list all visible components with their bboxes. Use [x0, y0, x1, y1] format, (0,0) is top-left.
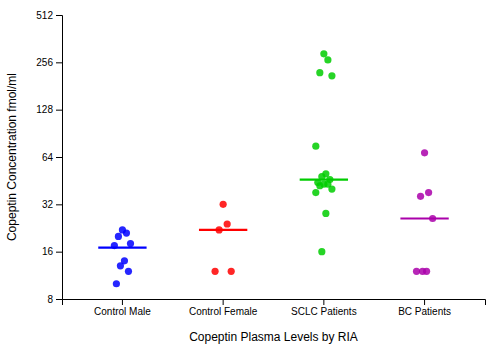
point	[117, 262, 124, 269]
point	[224, 220, 231, 227]
y-tick: 512	[36, 10, 62, 21]
x-tick: Control Female	[189, 299, 258, 317]
x-tick: Control Male	[94, 299, 151, 317]
y-tick-mark	[56, 252, 62, 253]
y-tick: 16	[42, 246, 62, 257]
marks	[98, 50, 448, 287]
x-tick-mark	[424, 299, 425, 305]
y-tick: 32	[42, 199, 62, 210]
point	[316, 182, 323, 189]
point	[421, 149, 428, 156]
y-tick-label: 64	[42, 152, 54, 163]
point	[318, 248, 325, 255]
mean-bar	[400, 217, 448, 219]
mean-bar	[300, 178, 348, 180]
point	[316, 69, 323, 76]
y-tick: 64	[42, 152, 62, 163]
y-tick: 256	[36, 57, 62, 68]
chart: Control Male Control Female SCLC Patients B…	[0, 0, 500, 351]
group	[199, 201, 247, 275]
x-axis: Control Male Control Female SCLC Patients B…	[63, 299, 486, 317]
group	[98, 226, 146, 287]
group	[400, 149, 448, 275]
point	[322, 210, 329, 217]
chart-container: Control Male Control Female SCLC Patients B…	[0, 0, 500, 351]
point	[113, 280, 120, 287]
x-tick-label: SCLC Patients	[291, 306, 357, 317]
y-tick-mark	[56, 204, 62, 205]
y-tick-mark	[56, 62, 62, 63]
y-tick-label: 32	[42, 199, 54, 210]
point	[125, 268, 132, 275]
y-tick-label: 8	[47, 294, 53, 305]
point	[123, 229, 130, 236]
y-tick-mark	[56, 110, 62, 111]
x-tick: SCLC Patients	[291, 299, 357, 317]
point	[328, 185, 335, 192]
y-tick-label: 128	[36, 104, 53, 115]
point	[127, 240, 134, 247]
mean-bar	[98, 246, 146, 248]
plot: Control Male Control Female SCLC Patients B…	[36, 10, 485, 317]
x-tick: BC Patients	[398, 299, 451, 317]
y-tick-mark	[56, 157, 62, 158]
point	[320, 50, 327, 57]
point	[312, 143, 319, 150]
point	[328, 72, 335, 79]
y-tick: 128	[36, 104, 62, 115]
point	[211, 268, 218, 275]
y-tick-label: 512	[36, 10, 53, 21]
point	[324, 56, 331, 63]
x-axis-line	[63, 300, 486, 306]
x-tick-label: Control Female	[189, 306, 258, 317]
point	[228, 268, 235, 275]
y-axis-title: Copeptin Concentration fmol/ml	[5, 73, 19, 241]
y-axis-line	[56, 16, 63, 300]
x-tick-mark	[223, 299, 224, 305]
x-tick-label: BC Patients	[398, 306, 451, 317]
point	[312, 189, 319, 196]
y-tick-label: 16	[42, 246, 54, 257]
x-axis-title: Copeptin Plasma Levels by RIA	[189, 330, 358, 344]
y-tick-label: 256	[36, 57, 53, 68]
point	[417, 193, 424, 200]
y-tick: 8	[47, 294, 62, 305]
y-axis: 8 16 32 64 128 256 512	[36, 10, 62, 305]
group	[300, 50, 348, 255]
y-tick-mark	[56, 299, 62, 300]
point	[425, 189, 432, 196]
point	[220, 201, 227, 208]
mean-bar	[199, 229, 247, 231]
point	[115, 233, 122, 240]
x-tick-mark	[323, 299, 324, 305]
x-tick-mark	[122, 299, 123, 305]
point	[419, 268, 426, 275]
x-tick-label: Control Male	[94, 306, 151, 317]
y-tick-mark	[56, 15, 62, 16]
